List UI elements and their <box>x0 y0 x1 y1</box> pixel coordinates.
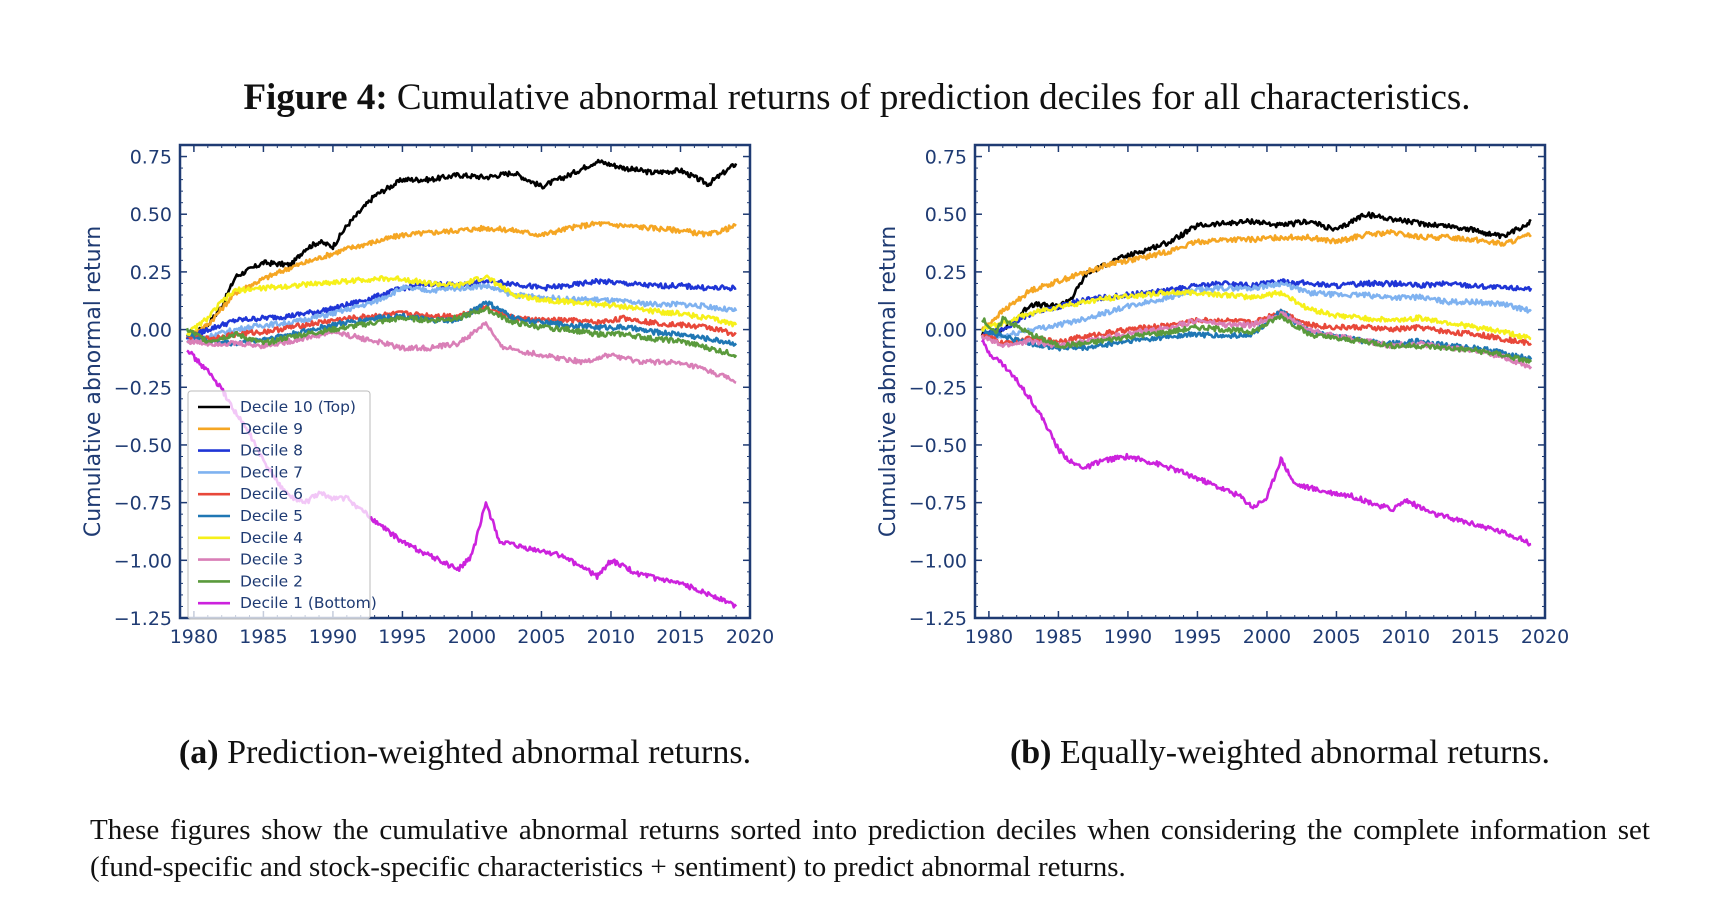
legend-label: Decile 6 <box>240 485 303 503</box>
x-tick-label: 1980 <box>965 626 1013 648</box>
series-line-8 <box>981 278 1533 338</box>
legend-label: Decile 8 <box>240 442 303 460</box>
y-tick-label: −0.25 <box>114 377 172 399</box>
legend-label: Decile 7 <box>240 463 303 481</box>
y-tick-label: −1.00 <box>114 550 172 572</box>
x-tick-label: 2010 <box>587 626 635 648</box>
y-tick-label: 0.25 <box>925 262 967 284</box>
chart-prediction-weighted: 0.75 0.50 0.25 0.00 −0.25 −0.50 −0.75 −1.00 −1.2… <box>81 143 774 648</box>
series-line-10 <box>186 158 738 341</box>
figure-label: Figure 4: <box>243 77 388 118</box>
y-tick-label: −1.00 <box>909 550 967 572</box>
legend-label: Decile 9 <box>240 420 303 438</box>
series-line-9 <box>185 220 737 339</box>
legend-label: Decile 2 <box>240 572 303 590</box>
x-tick-label: 1995 <box>1173 626 1221 648</box>
plot-frame <box>973 143 1547 620</box>
x-tick-label: 2005 <box>1312 626 1360 648</box>
y-tick-label: 0.00 <box>130 320 172 342</box>
y-tick-label: −1.25 <box>114 608 172 630</box>
subcaption-b: (b) Equally-weighted abnormal returns. <box>920 734 1640 772</box>
subcaption-b-label: (b) <box>1009 734 1052 771</box>
legend-label: Decile 5 <box>240 507 303 525</box>
x-tick-label: 2015 <box>656 626 704 648</box>
subcaption-b-text: Equally-weighted abnormal returns. <box>1060 734 1551 771</box>
series-line-2 <box>185 306 738 359</box>
figure-title-text: Cumulative abnormal returns of predictio… <box>396 77 1471 118</box>
series-line-9 <box>980 229 1532 331</box>
x-tick-label: 1985 <box>239 626 287 648</box>
chart-1-plot: 0.75 0.50 0.25 0.00 −0.25 −0.50 −0.75 −1.00 −1.2… <box>876 143 1569 648</box>
y-axis-label: Cumulative abnormal return <box>81 226 106 537</box>
figure-note: These figures show the cumulative abnorm… <box>90 814 1650 883</box>
y-tick-label: 0.00 <box>925 320 967 342</box>
x-tick-label: 1990 <box>1104 626 1152 648</box>
y-tick-label: −0.75 <box>909 493 967 515</box>
x-tick-label: 1995 <box>378 626 426 648</box>
x-tick-label: 1980 <box>170 626 218 648</box>
y-tick-label: −0.50 <box>909 435 967 457</box>
series-line-4 <box>981 289 1532 341</box>
y-tick-label: 0.75 <box>925 147 967 169</box>
series-line-6 <box>185 304 737 343</box>
legend-label: Decile 10 (Top) <box>240 398 356 416</box>
series-line-2 <box>981 313 1533 364</box>
series-line-10 <box>980 211 1532 337</box>
x-tick-label: 2015 <box>1451 626 1499 648</box>
series-line-3 <box>186 321 737 384</box>
chart-0-plot: 0.75 0.50 0.25 0.00 −0.25 −0.50 −0.75 −1.00 −1.2… <box>81 143 774 648</box>
y-tick-label: −0.75 <box>114 493 172 515</box>
y-axis-label: Cumulative abnormal return <box>876 226 901 537</box>
x-tick-label: 2000 <box>1243 626 1291 648</box>
y-tick-label: 0.75 <box>130 147 172 169</box>
subcaption-a-text: Prediction-weighted abnormal returns. <box>227 734 752 771</box>
series-group <box>980 211 1533 547</box>
x-tick-label: 2020 <box>1521 626 1569 648</box>
x-tick-label: 1990 <box>309 626 357 648</box>
y-tick-label: 0.25 <box>130 262 172 284</box>
y-tick-label: −1.25 <box>909 608 967 630</box>
subcaption-a: (a) Prediction-weighted abnormal returns… <box>150 734 780 772</box>
x-tick-label: 1985 <box>1034 626 1082 648</box>
legend-label: Decile 3 <box>240 551 303 569</box>
legend: Decile 10 (Top) Decile 9 Decile 8 Decile 7 D… <box>187 390 377 620</box>
x-tick-label: 2000 <box>448 626 496 648</box>
x-tick-label: 2020 <box>726 626 774 648</box>
legend-box <box>187 390 371 620</box>
series-line-4 <box>185 274 738 337</box>
y-tick-label: −0.50 <box>114 435 172 457</box>
y-tick-label: 0.50 <box>925 204 967 226</box>
y-tick-label: −0.25 <box>909 377 967 399</box>
series-line-7 <box>980 281 1532 341</box>
legend-label: Decile 1 (Bottom) <box>240 594 377 612</box>
subcaption-a-label: (a) <box>178 734 219 771</box>
x-tick-label: 2005 <box>517 626 565 648</box>
figure-title: Figure 4: Cumulative abnormal returns of… <box>0 76 1714 119</box>
y-tick-label: 0.50 <box>130 204 172 226</box>
x-tick-label: 2010 <box>1382 626 1430 648</box>
legend-label: Decile 4 <box>240 529 303 547</box>
series-line-1 <box>980 339 1532 547</box>
chart-equally-weighted: 0.75 0.50 0.25 0.00 −0.25 −0.50 −0.75 −1.00 −1.2… <box>876 143 1569 648</box>
